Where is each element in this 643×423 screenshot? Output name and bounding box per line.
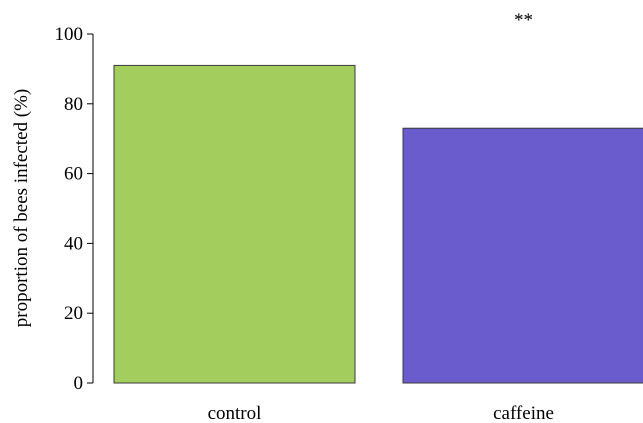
y-tick-label: 20: [64, 303, 83, 324]
y-axis-title: proportion of bees infected (%): [11, 89, 32, 327]
y-tick-label: 60: [64, 164, 83, 185]
bar-caffeine: [402, 127, 643, 384]
y-tick-label: 40: [64, 233, 83, 254]
x-axis-labels: control caffeine: [208, 403, 554, 423]
y-tick-label: 100: [55, 24, 84, 45]
annotations: **: [514, 10, 533, 31]
y-axis: 0 20 40 60 80 100: [55, 24, 94, 394]
y-tick-label: 80: [64, 94, 83, 115]
x-tick-label-caffeine: caffeine: [493, 403, 554, 423]
bars: [113, 64, 643, 384]
significance-annotation: **: [514, 10, 533, 31]
bar-control: [113, 64, 356, 384]
y-tick-label: 0: [74, 373, 84, 394]
x-tick-label-control: control: [208, 403, 262, 423]
